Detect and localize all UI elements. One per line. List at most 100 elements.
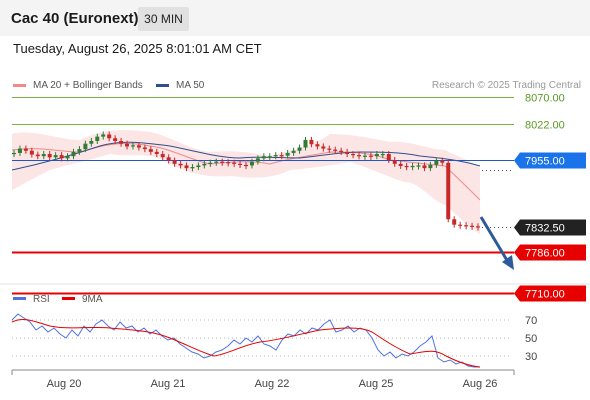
candle-body — [244, 164, 248, 167]
candle-body — [166, 157, 171, 161]
legend-ma50: MA 50 — [156, 80, 204, 91]
candle-body — [380, 154, 385, 156]
copyright-credit: Research © 2025 Trading Central — [431, 80, 581, 91]
candle-body — [29, 150, 34, 155]
level-lines: 8070.00 8022.00 7955.00 7832.50 7786.00 7710.… — [12, 93, 586, 302]
last-price-label: 7832.50 — [525, 223, 565, 235]
support-label: 7710.00 — [525, 289, 565, 301]
candle-body — [148, 149, 153, 152]
timeframe-button[interactable]: 30 MIN — [138, 7, 189, 31]
resistance-label: 8022.00 — [525, 120, 565, 132]
candle-body — [410, 165, 415, 168]
candle-body — [77, 149, 82, 152]
candle-body — [59, 155, 64, 159]
candle-body — [83, 143, 88, 150]
pivot-label: 7955.00 — [525, 156, 565, 168]
candle-body — [142, 147, 147, 150]
candle-body — [196, 165, 201, 168]
candle-body — [398, 163, 403, 166]
candle-body — [136, 145, 141, 148]
level-8070.00: 8070.00 — [12, 93, 565, 105]
candle-body — [12, 152, 16, 155]
candle-body — [374, 154, 379, 157]
candle-body — [428, 164, 433, 169]
x-label-aug20: Aug 20 — [47, 378, 82, 390]
candle-body — [452, 219, 457, 225]
candle-body — [279, 155, 284, 157]
candle-body — [315, 144, 320, 147]
ma50-swatch-icon — [156, 83, 169, 87]
candle-body — [35, 154, 40, 157]
level-7955.00: 7955.00 — [12, 152, 586, 171]
candle-body — [202, 163, 207, 166]
candle-body — [249, 161, 254, 166]
candle-body — [154, 151, 159, 155]
level-8022.00: 8022.00 — [12, 120, 565, 132]
candle-body — [101, 134, 106, 137]
candle-body — [119, 140, 124, 144]
candle-body — [464, 225, 469, 227]
candle-body — [309, 139, 314, 145]
timestamp: Tuesday, August 26, 2025 8:01:01 AM CET — [13, 41, 262, 56]
candle-body — [458, 224, 463, 226]
candle-body — [339, 150, 344, 152]
candle-body — [362, 155, 367, 157]
candle-body — [214, 161, 219, 163]
x-label-aug26: Aug 26 — [463, 378, 498, 390]
candle-body — [345, 151, 350, 155]
x-label-aug25: Aug 25 — [359, 378, 394, 390]
support-tag — [514, 285, 586, 302]
candle-body — [184, 165, 189, 169]
level-7832.50: 7832.50 — [482, 219, 586, 236]
legend-ma20-bollinger: MA 20 + Bollinger Bands — [13, 80, 143, 91]
candle-body — [440, 160, 445, 163]
candle-body — [386, 154, 391, 160]
ma50-line — [11, 141, 481, 171]
candle-body — [351, 154, 356, 156]
support-tag — [514, 244, 586, 261]
legend-label: MA 20 + Bollinger Bands — [33, 80, 143, 91]
ma9-swatch-icon — [62, 297, 75, 300]
candle-body — [392, 160, 397, 164]
ma9-legend-label: 9MA — [82, 294, 103, 305]
x-label-aug21: Aug 21 — [151, 378, 186, 390]
rsi-9ma-line — [11, 319, 481, 368]
chart-header: Cac 40 (Euronext) 30 MIN — [0, 0, 590, 36]
candle-body — [404, 165, 409, 168]
instrument-title: Cac 40 (Euronext) — [11, 10, 139, 27]
candle-body — [208, 162, 213, 164]
candle-body — [17, 148, 22, 153]
candle-body — [285, 152, 290, 156]
legend-label: MA 50 — [176, 80, 205, 91]
candle-body — [113, 138, 118, 141]
candle-body — [261, 156, 266, 159]
rsi-tick-30: 30 — [525, 351, 537, 363]
candle-body — [226, 162, 231, 164]
candle-body — [23, 148, 28, 151]
rsi-legend-label: RSI — [33, 294, 50, 305]
candle-body — [422, 165, 427, 169]
candle-body — [178, 163, 183, 166]
candle-body — [446, 162, 451, 220]
candle-body — [71, 151, 76, 157]
candle-body — [89, 140, 94, 144]
candle-body — [470, 225, 475, 227]
candle-body — [160, 154, 165, 158]
candle-body — [303, 139, 308, 148]
candle-body — [357, 155, 362, 157]
candle-body — [47, 154, 52, 158]
candle-body — [238, 163, 243, 166]
last-price-tag — [514, 219, 586, 236]
candle-body — [220, 161, 225, 163]
candle-body — [125, 143, 130, 147]
candle-body — [267, 156, 272, 158]
candle-body — [53, 155, 58, 158]
candle-body — [368, 155, 373, 157]
candle-body — [232, 162, 237, 164]
candle-body — [416, 165, 421, 167]
rsi-line — [11, 313, 480, 368]
rsi-tick-70: 70 — [525, 315, 537, 327]
candle-body — [255, 158, 260, 162]
rsi-tick-50: 50 — [525, 333, 537, 345]
